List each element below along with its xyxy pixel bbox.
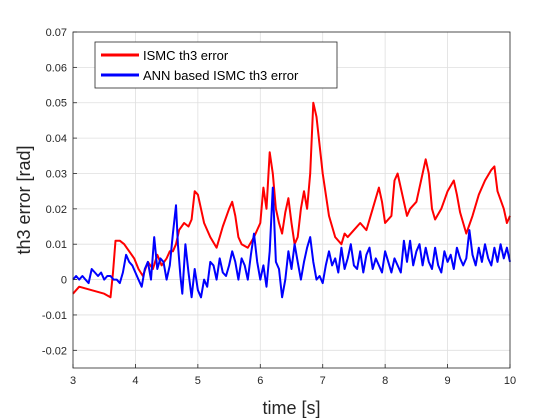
- x-axis-title: time [s]: [262, 398, 320, 418]
- y-tick-label: 0.05: [46, 98, 67, 110]
- y-tick-label: 0.07: [46, 27, 67, 39]
- x-tick-label: 5: [195, 375, 201, 387]
- y-tick-label: -0.01: [42, 310, 67, 322]
- plot-frame: [72, 31, 511, 369]
- x-tick-label: 8: [382, 375, 388, 387]
- y-tick-label: 0.03: [46, 168, 67, 180]
- legend: ISMC th3 error ANN based ISMC th3 error: [94, 41, 338, 89]
- x-tick-label: 4: [132, 375, 138, 387]
- x-tick-label: 9: [445, 375, 451, 387]
- y-axis-title: th3 error [rad]: [14, 145, 34, 254]
- x-tick-label: 7: [320, 375, 326, 387]
- ticks: 3 4 5 6 7 8 9 10 -0.02 -0.01 0 0.01 0.02 0.03 0.04 0.05…: [42, 27, 516, 387]
- ann-ismc-error-line: [72, 186, 511, 299]
- series-layer: [72, 101, 511, 299]
- y-tick-label: 0.04: [46, 133, 67, 145]
- legend-box: [94, 41, 338, 89]
- y-tick-label: -0.02: [42, 345, 67, 357]
- y-tick-label: 0.01: [46, 239, 67, 251]
- y-tick-label: 0.02: [46, 204, 67, 216]
- y-tick-label: 0: [61, 275, 67, 287]
- x-tick-label: 3: [70, 375, 76, 387]
- legend-label-ismc: ISMC th3 error: [143, 48, 229, 63]
- y-tick-label: 0.06: [46, 62, 67, 74]
- x-tick-label: 10: [504, 375, 516, 387]
- x-tick-label: 6: [257, 375, 263, 387]
- legend-label-ann-ismc: ANN based ISMC th3 error: [143, 68, 299, 83]
